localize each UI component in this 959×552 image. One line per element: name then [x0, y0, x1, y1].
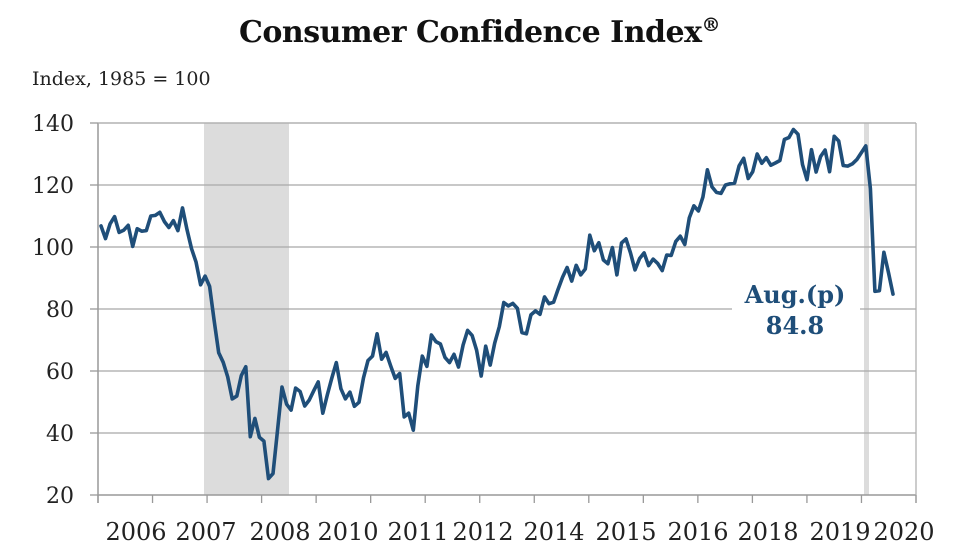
x-tick-label: 2011 — [387, 518, 448, 546]
x-tick-label: 2016 — [667, 518, 728, 546]
x-tick-label: 2014 — [523, 518, 584, 546]
annotation-month-label: Aug.(p) — [744, 280, 846, 309]
x-tick-label: 2006 — [105, 518, 166, 546]
chart-title: Consumer Confidence Index® — [0, 14, 959, 50]
x-tick-label: 2008 — [249, 518, 310, 546]
y-tick-label: 140 — [32, 112, 74, 137]
annotation-value-label: 84.8 — [766, 311, 824, 340]
x-tick-label: 2012 — [452, 518, 513, 546]
registered-mark: ® — [701, 14, 720, 36]
x-tick-label: 2010 — [317, 518, 378, 546]
y-tick-label: 120 — [32, 174, 74, 199]
y-tick-label: 40 — [46, 422, 74, 447]
y-tick-label: 60 — [46, 360, 74, 385]
series-layer — [99, 127, 895, 481]
x-tick-label: 2015 — [595, 518, 656, 546]
annotation-background — [732, 281, 860, 339]
x-tick-label: 2020 — [873, 518, 934, 546]
x-tick-label: 2019 — [809, 518, 870, 546]
y-tick-label: 20 — [46, 484, 74, 509]
annotation-layer: Aug.(p) 84.8 — [732, 280, 860, 340]
y-tick-label: 80 — [46, 298, 74, 323]
y-tick-label: 100 — [32, 236, 74, 261]
x-tick-label: 2018 — [737, 518, 798, 546]
series-line-consumer-confidence — [99, 127, 895, 481]
x-tick-label: 2007 — [175, 518, 236, 546]
y-axis-unit-label: Index, 1985 = 100 — [32, 68, 211, 90]
chart-title-text: Consumer Confidence Index — [239, 15, 702, 50]
